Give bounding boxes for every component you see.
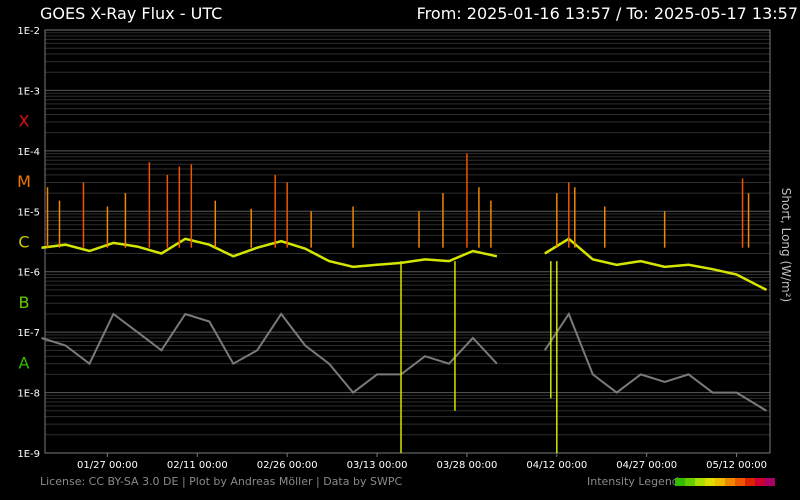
legend-swatch-7 <box>745 478 755 486</box>
intensity-legend-bar <box>675 478 775 486</box>
intensity-legend-label: Intensity Legend <box>587 475 679 488</box>
x-tick-label: 03/13 00:00 <box>347 460 408 471</box>
legend-swatch-1 <box>685 478 695 486</box>
y-tick-label: 1E-3 <box>17 86 40 97</box>
y-tick-label: 1E-4 <box>17 147 40 158</box>
flare-class-C: C <box>18 233 29 252</box>
y-tick-label: 1E-2 <box>17 26 40 37</box>
x-tick-label: 04/12 00:00 <box>526 460 587 471</box>
y-tick-label: 1E-5 <box>17 207 40 218</box>
y-tick-label: 1E-6 <box>17 268 40 279</box>
x-tick-label: 01/27 00:00 <box>77 460 138 471</box>
legend-swatch-3 <box>705 478 715 486</box>
legend-swatch-2 <box>695 478 705 486</box>
y-tick-label: 1E-8 <box>17 389 40 400</box>
y-tick-label: 1E-7 <box>17 328 40 339</box>
flare-class-X: X <box>19 112 30 131</box>
x-tick-label: 02/26 00:00 <box>257 460 318 471</box>
legend-swatch-9 <box>765 478 775 486</box>
x-tick-label: 02/11 00:00 <box>167 460 228 471</box>
chart-title: GOES X-Ray Flux - UTC <box>40 4 223 23</box>
series-short <box>41 311 768 412</box>
legend-swatch-4 <box>715 478 725 486</box>
y-tick-label: 1E-9 <box>17 449 40 460</box>
series-long <box>41 237 768 292</box>
legend-swatch-0 <box>675 478 685 486</box>
legend-swatch-5 <box>725 478 735 486</box>
legend-swatch-6 <box>735 478 745 486</box>
x-tick-label: 05/12 00:00 <box>706 460 767 471</box>
date-range: From: 2025-01-16 13:57 / To: 2025-05-17 … <box>416 4 798 23</box>
legend-swatch-8 <box>755 478 765 486</box>
y-axis-label: Short, Long (W/m²) <box>779 187 793 303</box>
x-tick-label: 03/28 00:00 <box>437 460 498 471</box>
flare-class-A: A <box>19 353 30 372</box>
plot-frame <box>44 29 771 454</box>
flare-class-M: M <box>17 172 31 191</box>
x-tick-label: 04/27 00:00 <box>616 460 677 471</box>
credits-text: License: CC BY-SA 3.0 DE | Plot by Andre… <box>40 475 403 488</box>
flare-class-B: B <box>19 293 30 312</box>
